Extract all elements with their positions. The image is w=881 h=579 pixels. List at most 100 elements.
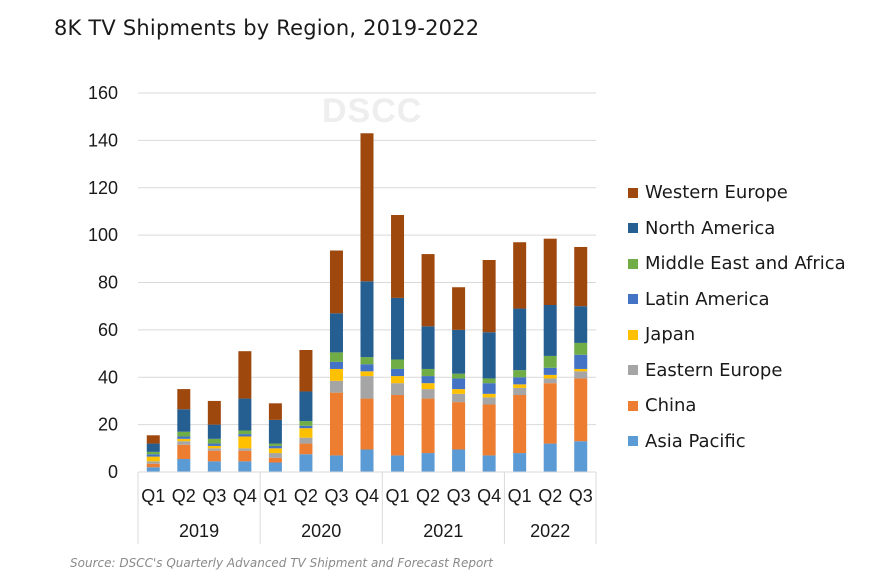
x-group-label: 2021: [423, 521, 463, 541]
bar-segment-north-america: [574, 306, 588, 343]
bar-segment-asia-pacific: [482, 455, 496, 472]
bar-segment-western-europe: [146, 435, 160, 444]
bar-segment-middle-east-and-africa: [360, 357, 374, 365]
bar-segment-latin-america: [482, 383, 496, 394]
x-tick-label: Q2: [172, 486, 196, 506]
bar-segment-north-america: [238, 398, 252, 431]
legend-label: China: [645, 395, 697, 417]
bar-segment-asia-pacific: [299, 454, 313, 472]
bar-segment-japan: [360, 371, 374, 377]
bar-segment-middle-east-and-africa: [391, 359, 405, 369]
bar-segment-asia-pacific: [452, 449, 466, 472]
chart-legend: Western Europe North America Middle East a…: [628, 175, 846, 459]
bar-segment-asia-pacific: [207, 461, 221, 472]
legend-item: Asia Pacific: [628, 424, 846, 460]
bar-segment-north-america: [329, 313, 343, 353]
legend-label: Japan: [645, 324, 696, 346]
y-tick-label: 40: [98, 367, 118, 387]
x-tick-label: Q2: [294, 486, 318, 506]
bar-segment-latin-america: [299, 425, 313, 429]
x-tick-label: Q3: [569, 486, 593, 506]
bar-segment-china: [421, 398, 435, 454]
watermark: DSCC: [322, 92, 423, 130]
bar-segment-china: [146, 463, 160, 468]
bar-segment-eastern-europe: [391, 383, 405, 396]
legend-item: North America: [628, 211, 846, 247]
bar-segment-middle-east-and-africa: [299, 421, 313, 426]
bar-segment-eastern-europe: [421, 389, 435, 399]
bar-segment-eastern-europe: [482, 397, 496, 405]
bar-segment-asia-pacific: [574, 441, 588, 472]
x-tick-label: Q2: [538, 486, 562, 506]
x-tick-label: Q2: [416, 486, 440, 506]
bar-segment-western-europe: [543, 238, 557, 306]
bar-segment-eastern-europe: [299, 437, 313, 444]
bar-segment-japan: [513, 384, 527, 388]
bar-segment-latin-america: [360, 364, 374, 372]
x-group-label: 2019: [179, 521, 219, 541]
legend-label: Eastern Europe: [645, 359, 783, 381]
bar-segment-middle-east-and-africa: [574, 342, 588, 355]
legend-swatch: [628, 223, 638, 234]
legend-item: Western Europe: [628, 175, 846, 211]
bar-segment-north-america: [360, 281, 374, 358]
bar-segment-middle-east-and-africa: [238, 430, 252, 435]
bar-segment-western-europe: [452, 287, 466, 330]
legend-item: Middle East and Africa: [628, 246, 846, 282]
bar-segment-japan: [177, 438, 191, 442]
x-group-label: 2022: [530, 521, 570, 541]
bar-segment-china: [360, 398, 374, 450]
bar-segment-china: [177, 444, 191, 459]
bar-segment-eastern-europe: [238, 448, 252, 451]
bar-segment-asia-pacific: [238, 461, 252, 472]
bar-segment-middle-east-and-africa: [207, 438, 221, 444]
bar-segment-china: [452, 402, 466, 450]
bar-segment-china: [329, 392, 343, 456]
legend-item: China: [628, 388, 846, 424]
legend-swatch: [628, 400, 638, 411]
bar-segment-north-america: [543, 305, 557, 356]
bar-segment-japan: [452, 389, 466, 394]
bar-segment-china: [513, 395, 527, 454]
bar-segment-china: [574, 378, 588, 442]
x-tick-label: Q3: [202, 486, 226, 506]
bar-segment-middle-east-and-africa: [513, 370, 527, 378]
bar-segment-china: [238, 450, 252, 462]
bar-segment-middle-east-and-africa: [452, 373, 466, 379]
x-group-label: 2020: [301, 521, 341, 541]
bar-segment-north-america: [146, 443, 160, 452]
legend-swatch: [628, 436, 638, 447]
chart-title: 8K TV Shipments by Region, 2019-2022: [54, 16, 480, 40]
bar-segment-middle-east-and-africa: [543, 355, 557, 368]
bar-segment-latin-america: [574, 354, 588, 369]
bar-segment-western-europe: [207, 400, 221, 425]
bar-segment-western-europe: [299, 350, 313, 392]
bar-segment-middle-east-and-africa: [177, 431, 191, 437]
legend-item: Latin America: [628, 282, 846, 318]
bar-segment-western-europe: [238, 351, 252, 399]
x-tick-label: Q1: [263, 486, 287, 506]
bar-segment-north-america: [268, 419, 282, 444]
legend-item: Eastern Europe: [628, 353, 846, 389]
bar-segment-china: [268, 457, 282, 463]
bar-segment-japan: [146, 456, 160, 462]
bar-segment-western-europe: [360, 133, 374, 282]
bar-segment-china: [299, 443, 313, 455]
bar-segment-middle-east-and-africa: [329, 352, 343, 362]
x-tick-label: Q3: [324, 486, 348, 506]
bar-segment-western-europe: [391, 214, 405, 298]
bar-segment-eastern-europe: [574, 371, 588, 379]
bar-segment-china: [543, 383, 557, 444]
bar-segment-japan: [574, 368, 588, 372]
bar-segment-latin-america: [146, 454, 160, 457]
bar-segment-western-europe: [482, 259, 496, 333]
bar-segment-japan: [391, 376, 405, 384]
bar-segment-western-europe: [268, 403, 282, 420]
y-tick-label: 120: [88, 178, 118, 198]
bar-segment-western-europe: [513, 242, 527, 309]
bar-segment-western-europe: [421, 254, 435, 327]
y-tick-label: 60: [98, 320, 118, 340]
bar-segment-japan: [207, 445, 221, 449]
bar-segment-eastern-europe: [268, 453, 282, 458]
